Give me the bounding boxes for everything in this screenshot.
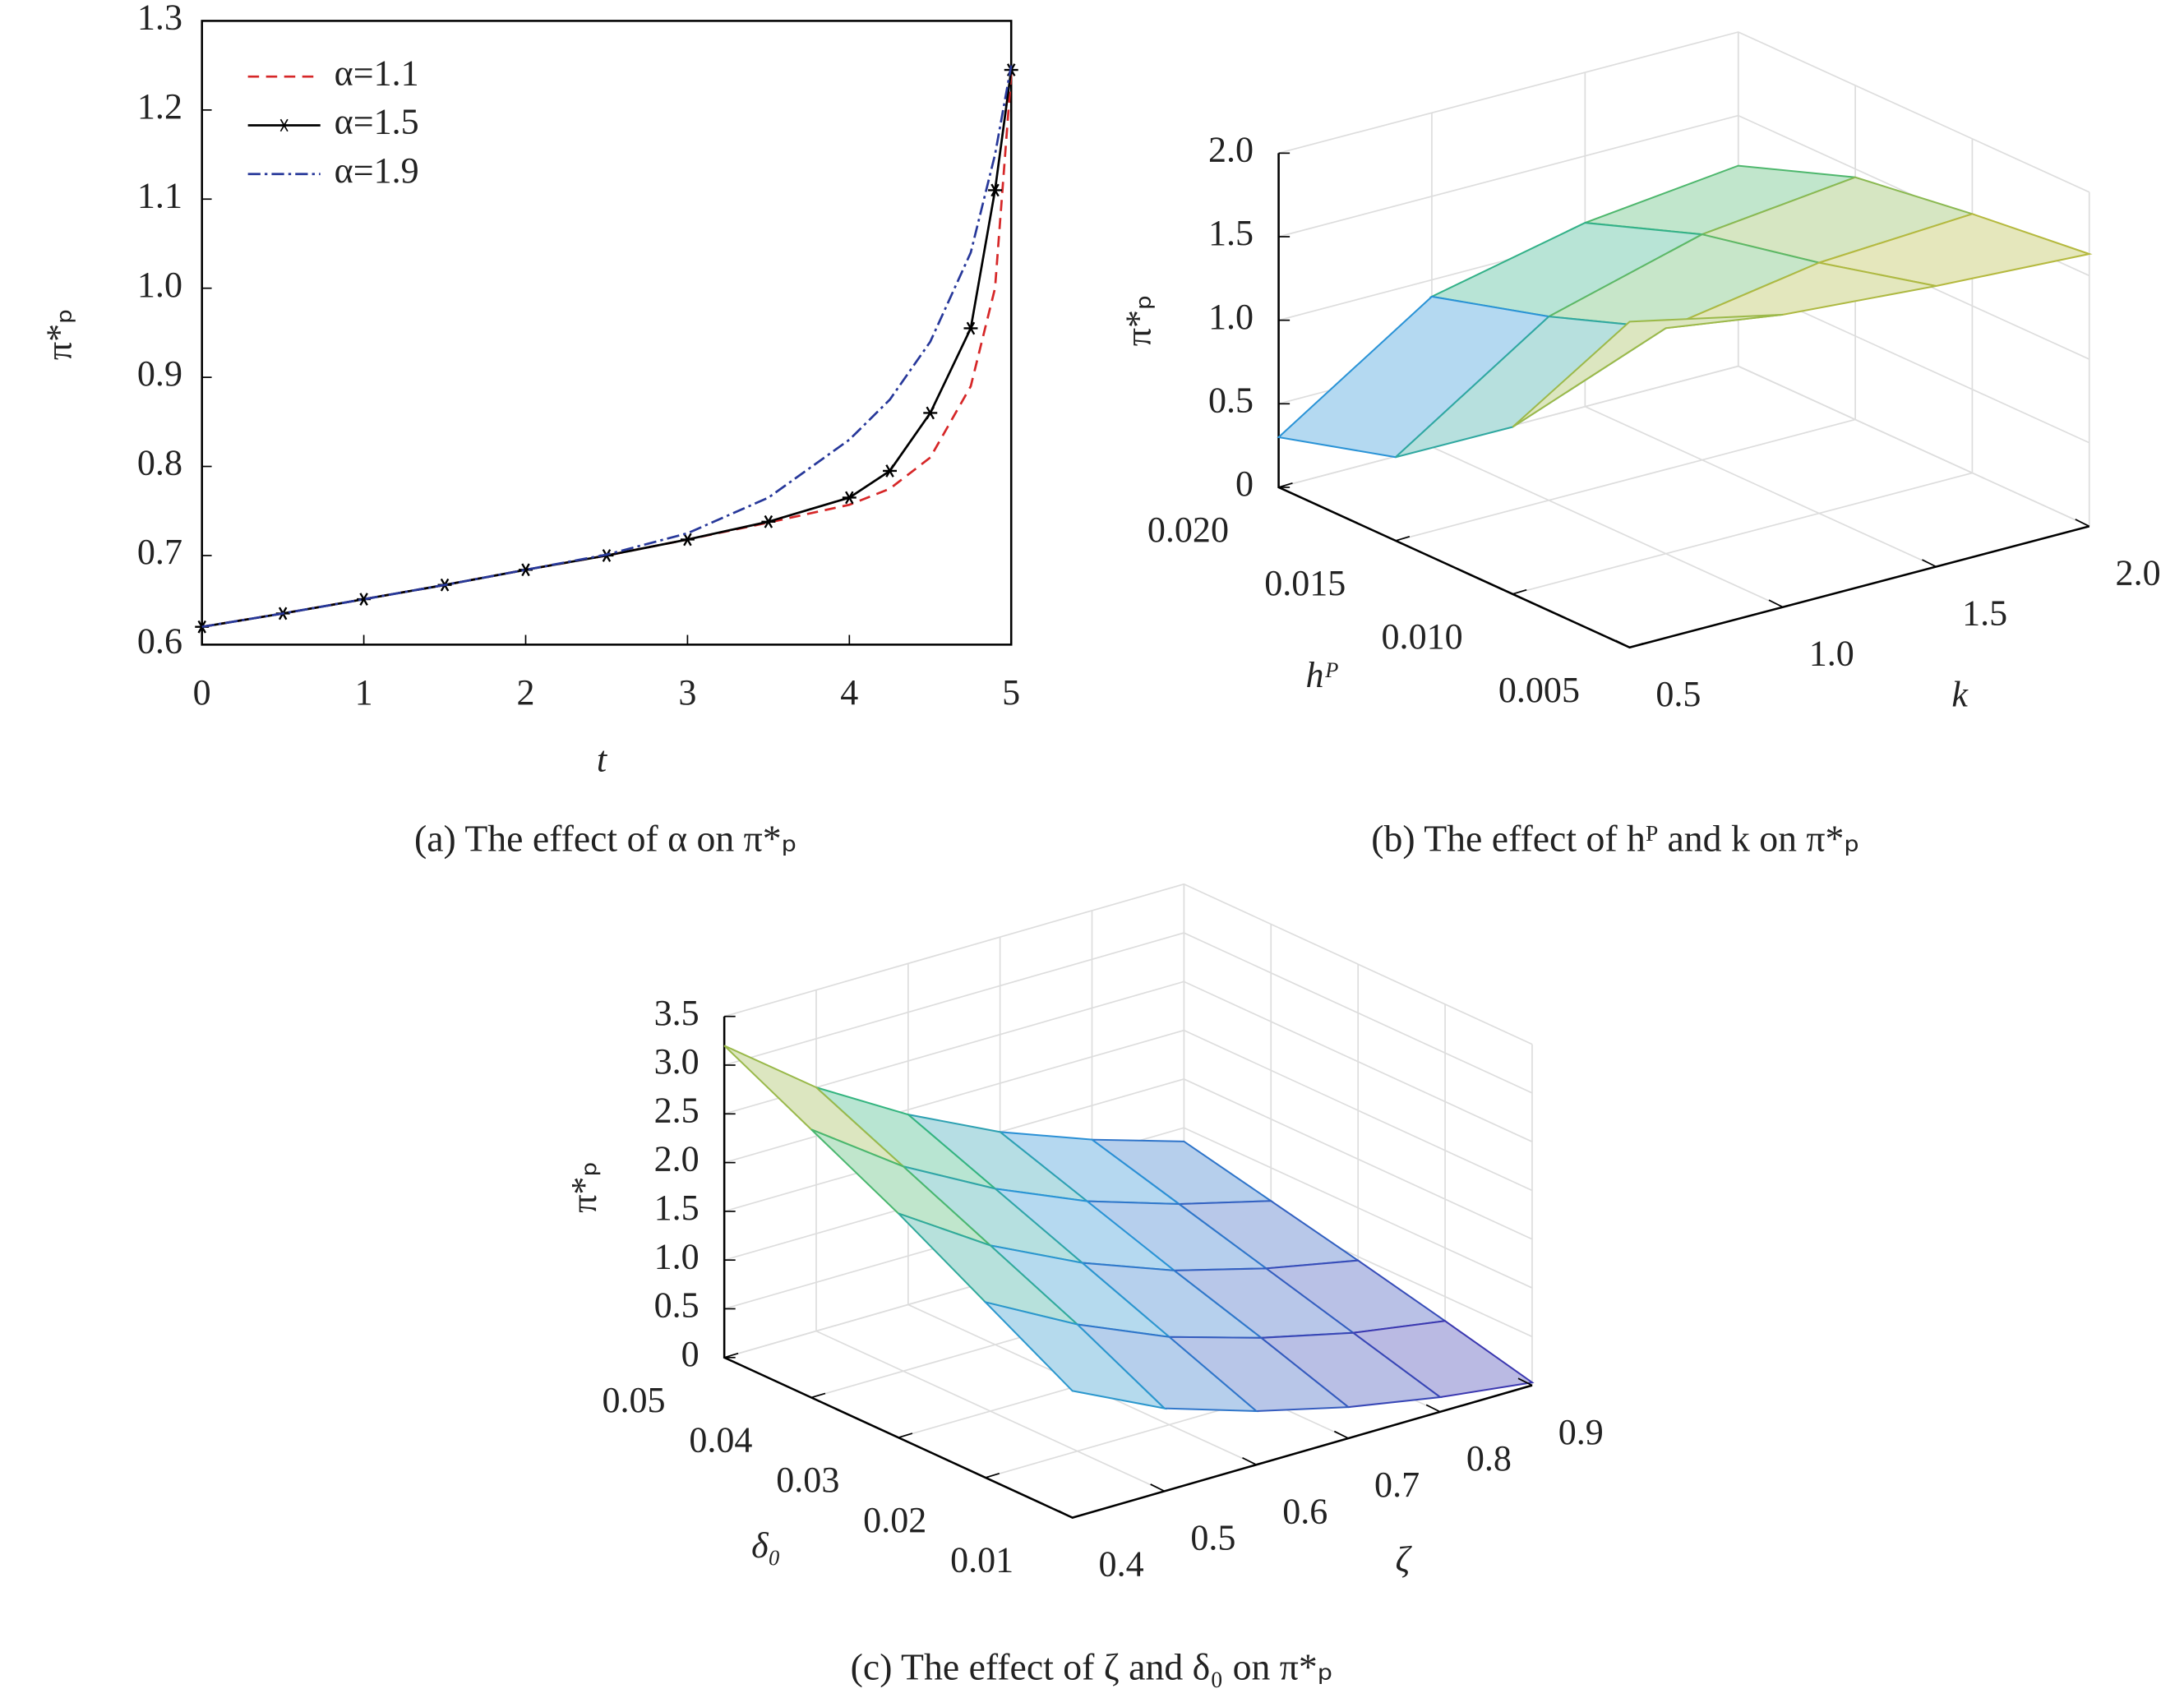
x-tick-label: 0.8 bbox=[1466, 1438, 1512, 1479]
grid-line bbox=[723, 932, 1533, 1094]
x-axis-label: k bbox=[1951, 675, 1969, 715]
z-tick-label: 2.5 bbox=[654, 1090, 700, 1130]
y-tick-label: 0.04 bbox=[689, 1419, 752, 1460]
y-tick bbox=[1278, 482, 1293, 488]
marker bbox=[842, 491, 857, 505]
marker bbox=[923, 406, 938, 420]
x-tick-label: 4 bbox=[840, 672, 858, 713]
y-tick-label: 0.010 bbox=[1382, 616, 1463, 657]
x-tick bbox=[1150, 1483, 1165, 1492]
y-tick-label: 1.2 bbox=[137, 86, 182, 127]
x-tick bbox=[1242, 1456, 1257, 1465]
x-tick-label: 2.0 bbox=[2116, 552, 2161, 593]
legend-marker bbox=[277, 118, 292, 132]
z-tick-label: 2.0 bbox=[654, 1139, 700, 1179]
y-tick bbox=[810, 1392, 826, 1399]
z-tick-label: 0 bbox=[1235, 464, 1254, 504]
grid-line bbox=[723, 883, 1533, 1045]
y-axis-label: δ₀ bbox=[751, 1525, 781, 1566]
y-tick-label: 1.3 bbox=[137, 0, 182, 38]
y-tick-label: 1.1 bbox=[137, 175, 182, 215]
caption: (a) The effect of α on π*ₚ bbox=[414, 817, 797, 859]
y-axis-label: hᴾ bbox=[1305, 655, 1338, 695]
marker bbox=[680, 533, 695, 547]
y-tick bbox=[1512, 588, 1527, 595]
x-tick-label: 0.7 bbox=[1374, 1465, 1420, 1505]
x-tick-label: 0.5 bbox=[1190, 1518, 1235, 1558]
y-tick-label: 0.7 bbox=[137, 532, 182, 572]
z-tick-label: 0 bbox=[681, 1334, 700, 1374]
z-tick-label: 0.5 bbox=[1208, 380, 1254, 420]
x-tick-label: 5 bbox=[1002, 672, 1020, 713]
x-tick-label: 1.0 bbox=[1809, 634, 1854, 674]
grid-line bbox=[1278, 31, 2090, 193]
x-tick bbox=[1922, 559, 1937, 568]
grid-line bbox=[723, 1127, 1533, 1289]
legend-label: α=1.5 bbox=[335, 102, 419, 142]
z-tick-label: 1.5 bbox=[1208, 213, 1254, 253]
x-tick bbox=[1333, 1430, 1349, 1439]
z-tick-label: 3.0 bbox=[654, 1041, 700, 1082]
x-tick bbox=[1425, 1404, 1441, 1413]
z-tick-label: 3.5 bbox=[654, 993, 700, 1033]
grid-line bbox=[723, 980, 1533, 1142]
x-tick-label: 0 bbox=[193, 672, 211, 713]
caption: (c) The effect of ζ and δ₀ on π*ₚ bbox=[851, 1645, 1334, 1687]
y-tick-label: 0.6 bbox=[137, 621, 182, 661]
marker bbox=[761, 514, 776, 528]
marker bbox=[988, 183, 1003, 197]
caption: (b) The effect of hᴾ and k on π*ₚ bbox=[1371, 817, 1860, 859]
marker bbox=[883, 464, 898, 477]
x-tick-label: 0.5 bbox=[1655, 674, 1701, 714]
y-tick-label: 0.005 bbox=[1498, 670, 1580, 710]
y-tick-label: 0.02 bbox=[863, 1500, 926, 1540]
z-tick-label: 1.0 bbox=[654, 1236, 700, 1276]
x-tick bbox=[1768, 599, 1784, 608]
x-tick-label: 2 bbox=[516, 672, 534, 713]
x-axis-label: ζ bbox=[1395, 1539, 1412, 1580]
y-tick bbox=[898, 1432, 913, 1438]
surface-patch bbox=[982, 1300, 1167, 1410]
series-line bbox=[201, 69, 1013, 629]
y-tick bbox=[985, 1472, 1000, 1479]
y-tick bbox=[1629, 642, 1644, 648]
y-tick-label: 0.03 bbox=[776, 1460, 839, 1500]
legend-label: α=1.9 bbox=[335, 150, 419, 191]
z-tick-label: 1.5 bbox=[654, 1188, 700, 1228]
y-tick-label: 0.9 bbox=[137, 353, 182, 394]
y-tick-label: 0.015 bbox=[1264, 563, 1346, 603]
x-tick-label: 1 bbox=[355, 672, 373, 713]
x-tick-label: 0.9 bbox=[1558, 1412, 1604, 1452]
x-tick-label: 0.6 bbox=[1282, 1491, 1327, 1531]
z-tick-label: 0.5 bbox=[654, 1285, 700, 1326]
x-axis-label: t bbox=[597, 739, 608, 779]
legend-label: α=1.1 bbox=[335, 53, 419, 93]
y-axis-label: π*ₚ bbox=[39, 308, 79, 360]
y-tick bbox=[1395, 535, 1411, 542]
series-line bbox=[201, 74, 1013, 629]
y-tick-label: 0.020 bbox=[1147, 510, 1229, 550]
plot-frame bbox=[201, 20, 1013, 646]
x-tick bbox=[1615, 639, 1630, 648]
x-tick-label: 3 bbox=[678, 672, 696, 713]
x-tick bbox=[1517, 1377, 1533, 1386]
x-tick bbox=[1058, 1510, 1074, 1519]
z-tick-label: 1.0 bbox=[1208, 297, 1254, 337]
x-tick bbox=[2075, 519, 2090, 528]
y-tick-label: 0.01 bbox=[950, 1540, 1014, 1580]
x-tick-label: 1.5 bbox=[1962, 593, 2007, 634]
series-line bbox=[201, 65, 1013, 629]
y-tick bbox=[723, 1352, 739, 1359]
surface-patch bbox=[1512, 313, 1784, 428]
marker bbox=[963, 321, 978, 335]
x-tick-label: 0.4 bbox=[1099, 1544, 1144, 1585]
y-tick bbox=[1072, 1512, 1087, 1519]
z-tick-label: 2.0 bbox=[1208, 129, 1254, 169]
z-axis-label: π*ₚ bbox=[564, 1161, 604, 1213]
y-tick-label: 0.05 bbox=[602, 1380, 665, 1420]
z-axis-label: π*ₚ bbox=[1119, 294, 1159, 346]
y-tick-label: 1.0 bbox=[137, 265, 182, 305]
y-tick-label: 0.8 bbox=[137, 443, 182, 483]
